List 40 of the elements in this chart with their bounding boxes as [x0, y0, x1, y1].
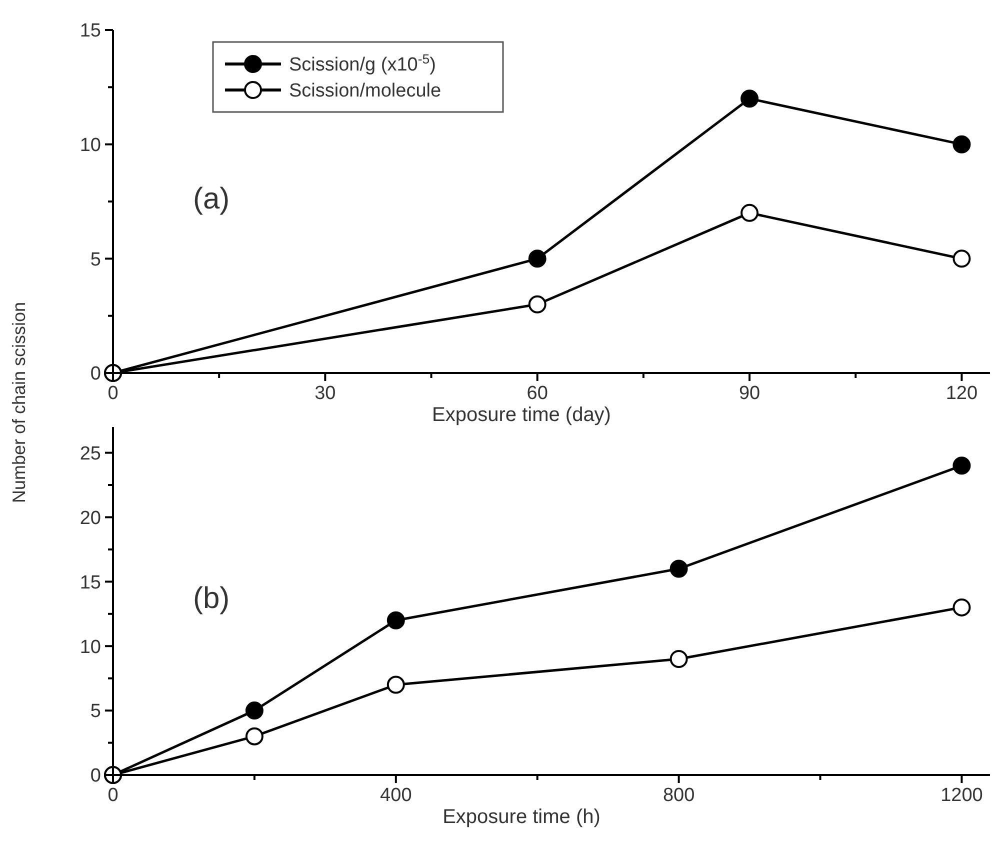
legend-label: Scission/g (x10$^{-5}$) [289, 51, 436, 76]
x-tick-label: 90 [738, 383, 760, 404]
y-tick-label: 5 [90, 249, 101, 270]
annotation: (b) [193, 582, 230, 615]
y-tick-label: 0 [90, 364, 101, 385]
x-tick-label: 1200 [940, 785, 983, 806]
y-tick-label: 15 [80, 572, 101, 594]
x-tick-label: 400 [380, 785, 412, 806]
y-tick-label: 25 [80, 443, 101, 464]
point [670, 560, 688, 578]
x-tick-label: 0 [108, 785, 118, 806]
point [528, 295, 546, 314]
y-tick-label: 20 [80, 508, 101, 529]
point [245, 727, 264, 746]
x-axis-title: Exposure time (h) [442, 806, 600, 828]
point [952, 456, 971, 475]
annotation: (a) [193, 182, 230, 216]
y-tick-label: 5 [90, 701, 101, 722]
point [952, 250, 971, 268]
point [740, 90, 759, 108]
point [245, 702, 264, 720]
x-tick-label: 30 [314, 383, 336, 404]
y-tick-label: 10 [80, 134, 101, 156]
y-tick-label: 10 [80, 636, 101, 658]
point [386, 676, 405, 694]
y-tick-label: 0 [90, 766, 101, 787]
x-tick-label: 800 [662, 785, 695, 806]
x-tick-label: 60 [526, 383, 548, 404]
point [528, 250, 546, 268]
y-tick-label: 15 [80, 20, 101, 42]
x-axis-title: Exposure time (day) [432, 404, 611, 426]
point [386, 611, 405, 630]
x-tick-label: 0 [108, 383, 118, 404]
point [740, 204, 759, 222]
point [670, 650, 688, 668]
y-axis-title: Number of chain scission [9, 302, 29, 504]
x-tick-label: 120 [946, 383, 978, 404]
point [952, 135, 971, 154]
point [952, 598, 971, 616]
legend-label: Scission/molecule [289, 80, 442, 102]
